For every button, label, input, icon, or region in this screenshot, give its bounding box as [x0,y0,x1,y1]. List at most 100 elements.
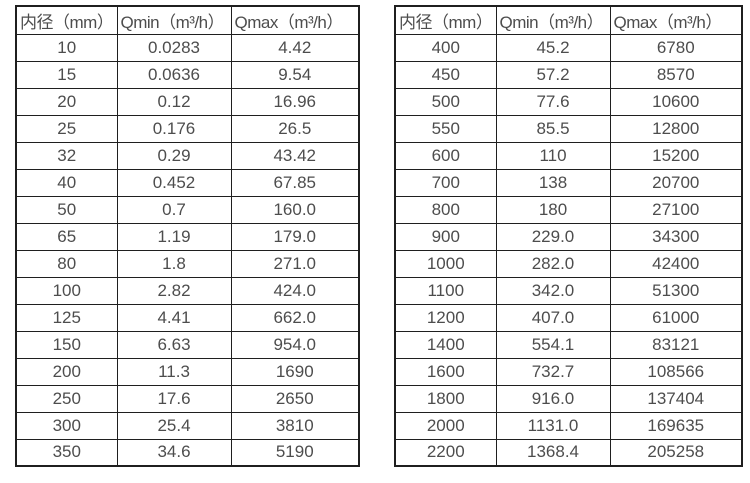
diameter-cell: 400 [394,33,497,62]
diameter-cell: 1600 [394,357,497,386]
qmax-cell: 20700 [609,168,743,197]
qmax-cell: 137404 [609,384,743,413]
table-row: 900 229.0 34300 [394,222,743,251]
qmax-cell: 954.0 [230,330,360,359]
diameter-cell: 300 [15,411,118,440]
qmin-cell: 2.82 [116,276,232,305]
diameter-cell: 25 [15,114,118,143]
flow-table-large-diameters: 内径（mm） Qmin（m³/h） Qmax（m³/h） 400 45.2 6780… [394,5,743,467]
qmax-cell: 6780 [609,33,743,62]
qmax-cell: 12800 [609,114,743,143]
qmin-cell: 85.5 [495,114,611,143]
diameter-cell: 1400 [394,330,497,359]
qmin-cell: 916.0 [495,384,611,413]
qmin-cell: 138 [495,168,611,197]
diameter-cell: 250 [15,384,118,413]
diameter-cell: 500 [394,87,497,116]
diameter-cell: 800 [394,195,497,224]
diameter-cell: 200 [15,357,118,386]
qmin-cell: 0.0283 [116,33,232,62]
header-qmax: Qmax（m³/h） [230,5,360,35]
qmin-cell: 1368.4 [495,438,611,467]
diameter-cell: 20 [15,87,118,116]
qmax-cell: 1690 [230,357,360,386]
flow-table-small-diameters: 内径（mm） Qmin（m³/h） Qmax（m³/h） 10 0.0283 4.4… [15,5,360,467]
diameter-cell: 50 [15,195,118,224]
table-row: 500 77.6 10600 [394,87,743,116]
qmax-cell: 42400 [609,249,743,278]
diameter-cell: 1200 [394,303,497,332]
qmin-cell: 1.8 [116,249,232,278]
qmin-cell: 4.41 [116,303,232,332]
diameter-cell: 700 [394,168,497,197]
table-row: 1100 342.0 51300 [394,276,743,305]
table-row: 1600 732.7 108566 [394,357,743,386]
qmin-cell: 229.0 [495,222,611,251]
table-row: 600 110 15200 [394,141,743,170]
qmax-cell: 43.42 [230,141,360,170]
qmax-cell: 160.0 [230,195,360,224]
table-row: 32 0.29 43.42 [15,141,360,170]
table-row: 100 2.82 424.0 [15,276,360,305]
qmax-cell: 9.54 [230,60,360,89]
diameter-cell: 40 [15,168,118,197]
table-body: 10 0.0283 4.42 15 0.0636 9.54 20 0.12 16.96 25 0.1… [15,33,360,467]
qmax-cell: 662.0 [230,303,360,332]
qmax-cell: 169635 [609,411,743,440]
qmin-cell: 57.2 [495,60,611,89]
table-row: 350 34.6 5190 [15,438,360,467]
diameter-cell: 450 [394,60,497,89]
diameter-cell: 600 [394,141,497,170]
table-row: 10 0.0283 4.42 [15,33,360,62]
qmin-cell: 0.29 [116,141,232,170]
diameter-cell: 2200 [394,438,497,467]
diameter-cell: 1800 [394,384,497,413]
table-row: 2200 1368.4 205258 [394,438,743,467]
table-row: 250 17.6 2650 [15,384,360,413]
diameter-cell: 65 [15,222,118,251]
qmax-cell: 108566 [609,357,743,386]
header-row: 内径（mm） Qmin（m³/h） Qmax（m³/h） [394,5,743,35]
qmin-cell: 17.6 [116,384,232,413]
qmin-cell: 6.63 [116,330,232,359]
diameter-cell: 550 [394,114,497,143]
qmin-cell: 1.19 [116,222,232,251]
qmax-cell: 2650 [230,384,360,413]
table-row: 150 6.63 954.0 [15,330,360,359]
diameter-cell: 80 [15,249,118,278]
table-row: 800 180 27100 [394,195,743,224]
diameter-cell: 350 [15,438,118,467]
diameter-cell: 900 [394,222,497,251]
table-body: 400 45.2 6780 450 57.2 8570 500 77.6 10600 550 85.… [394,33,743,467]
qmin-cell: 77.6 [495,87,611,116]
table-row: 50 0.7 160.0 [15,195,360,224]
qmax-cell: 4.42 [230,33,360,62]
qmax-cell: 271.0 [230,249,360,278]
qmin-cell: 0.12 [116,87,232,116]
qmin-cell: 45.2 [495,33,611,62]
table-row: 1800 916.0 137404 [394,384,743,413]
header-diameter: 内径（mm） [15,5,118,35]
table-row: 25 0.176 26.5 [15,114,360,143]
diameter-cell: 10 [15,33,118,62]
qmin-cell: 110 [495,141,611,170]
table-row: 1000 282.0 42400 [394,249,743,278]
qmax-cell: 83121 [609,330,743,359]
qmin-cell: 0.452 [116,168,232,197]
qmin-cell: 732.7 [495,357,611,386]
flow-rate-tables-container: 内径（mm） Qmin（m³/h） Qmax（m³/h） 10 0.0283 4.4… [15,5,743,467]
table-row: 20 0.12 16.96 [15,87,360,116]
table-row: 300 25.4 3810 [15,411,360,440]
header-qmin: Qmin（m³/h） [116,5,232,35]
qmax-cell: 61000 [609,303,743,332]
qmin-cell: 342.0 [495,276,611,305]
qmax-cell: 179.0 [230,222,360,251]
qmax-cell: 27100 [609,195,743,224]
qmin-cell: 180 [495,195,611,224]
diameter-cell: 150 [15,330,118,359]
qmin-cell: 554.1 [495,330,611,359]
diameter-cell: 125 [15,303,118,332]
header-diameter: 内径（mm） [394,5,497,35]
table-row: 1200 407.0 61000 [394,303,743,332]
table-row: 2000 1131.0 169635 [394,411,743,440]
